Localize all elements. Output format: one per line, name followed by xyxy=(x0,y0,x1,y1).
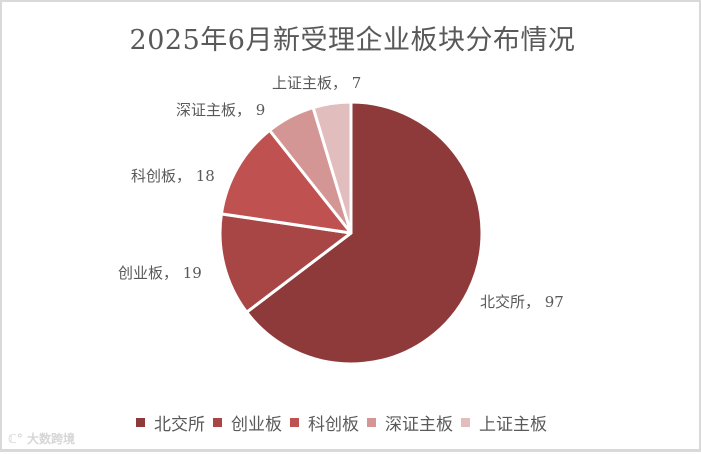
legend-swatch-icon xyxy=(290,418,299,427)
legend-label: 创业板 xyxy=(231,415,282,435)
watermark-text: 大数跨境 xyxy=(26,432,75,446)
pie-slice-2[interactable] xyxy=(219,128,353,235)
data-label-kechuangban: 科创板， 18 xyxy=(131,167,215,185)
legend-item-beijiaosuo[interactable]: 北交所 xyxy=(136,410,205,435)
data-label-shanghai-main: 上证主板， 7 xyxy=(272,74,362,92)
pie-slice-1[interactable] xyxy=(218,212,353,314)
data-label-shenzhen-main: 深证主板， 9 xyxy=(176,101,266,119)
legend-label: 北交所 xyxy=(154,415,205,435)
watermark-glyph-icon: ℂ° xyxy=(8,432,27,446)
legend-item-chuangyeban[interactable]: 创业板 xyxy=(213,410,282,435)
chart-title: 2025年6月新受理企业板块分布情况 xyxy=(129,25,576,56)
legend-item-shanghai-main[interactable]: 上证主板 xyxy=(461,410,547,435)
chart-legend: 北交所 创业板 科创板 深证主板 上证主板 xyxy=(136,410,555,435)
legend-swatch-icon xyxy=(367,418,376,427)
pie-slice-4[interactable] xyxy=(311,100,353,235)
data-label-chuangyeban: 创业板， 19 xyxy=(118,264,202,282)
legend-label: 深证主板 xyxy=(385,415,453,435)
watermark-logo: ℂ° 大数跨境 xyxy=(8,430,75,447)
legend-label: 科创板 xyxy=(308,415,359,435)
pie-slice-0[interactable] xyxy=(245,100,484,366)
data-label-beijiaosuo: 北交所， 97 xyxy=(480,293,564,311)
legend-swatch-icon xyxy=(461,418,470,427)
pie-slices xyxy=(218,100,484,366)
legend-label: 上证主板 xyxy=(479,415,547,435)
legend-item-kechuangban[interactable]: 科创板 xyxy=(290,410,359,435)
legend-swatch-icon xyxy=(213,418,222,427)
legend-swatch-icon xyxy=(136,418,145,427)
legend-item-shenzhen-main[interactable]: 深证主板 xyxy=(367,410,453,435)
